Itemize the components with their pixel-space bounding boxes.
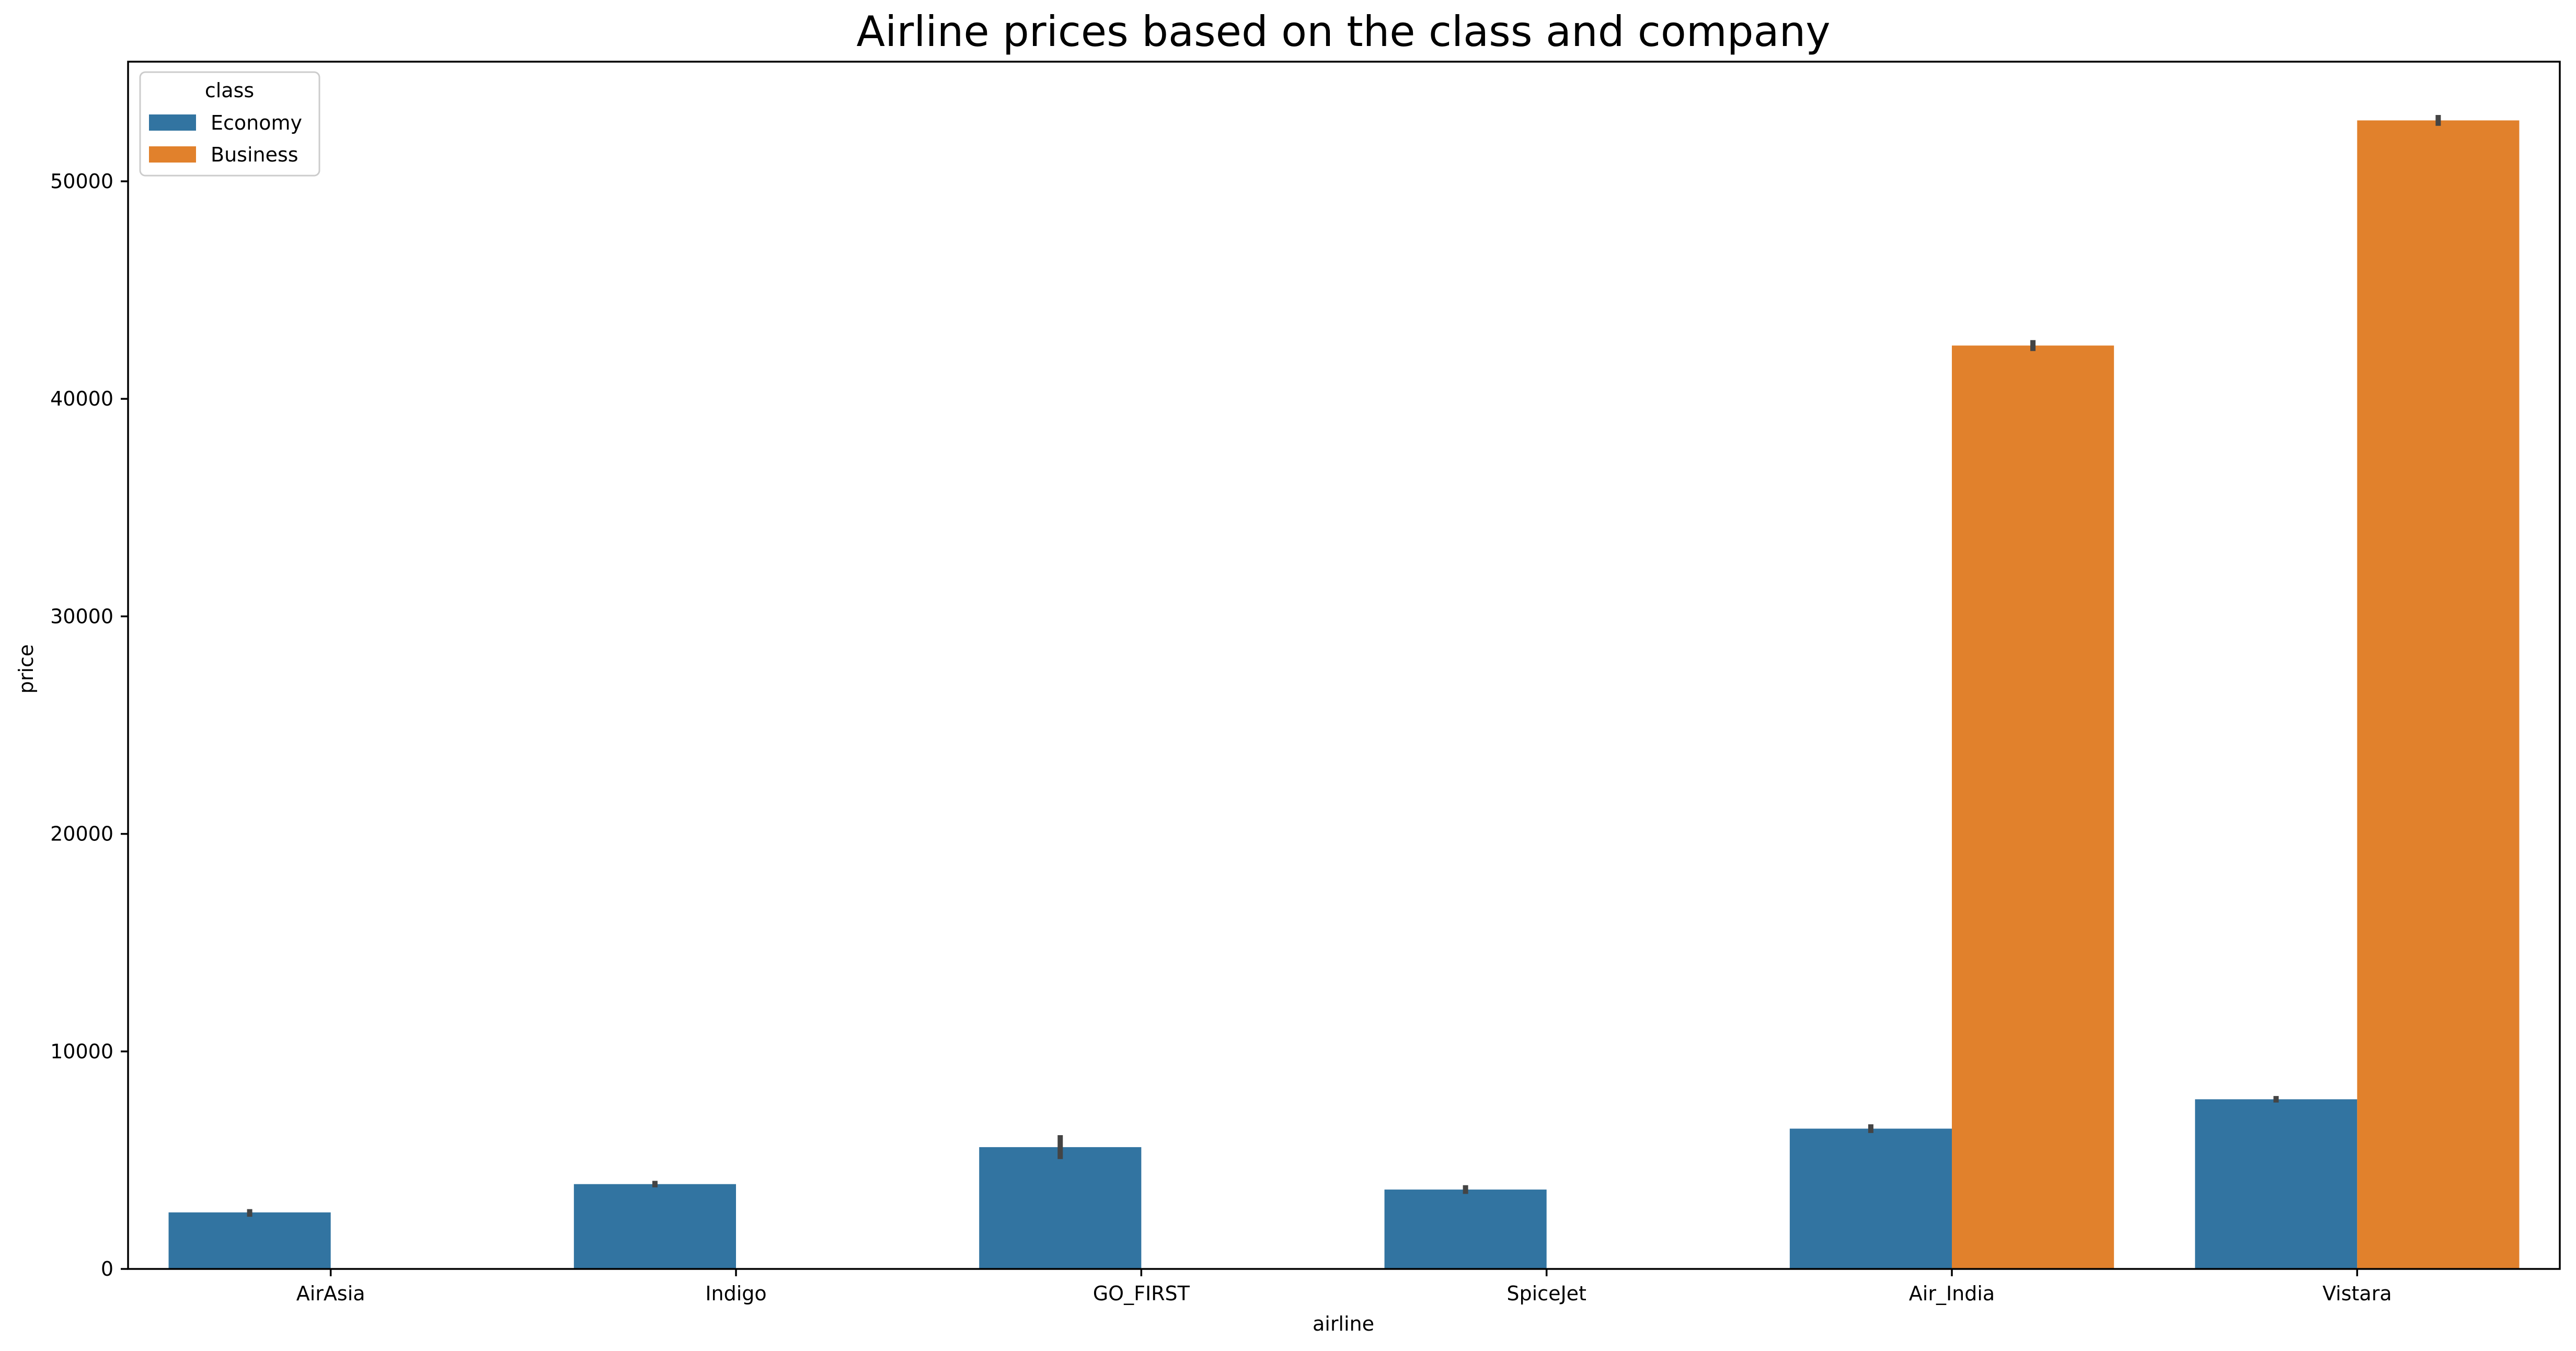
bars-layer [168,120,2520,1269]
y-tick-label: 0 [101,1257,113,1280]
y-tick-label: 10000 [50,1040,113,1063]
x-tick-label: AirAsia [296,1282,365,1305]
legend-label-economy: Economy [211,111,302,134]
legend-title: class [205,79,254,102]
x-tick-label: SpiceJet [1506,1282,1586,1305]
bar-economy-airasia [168,1212,331,1269]
legend: class Economy Business [139,71,320,177]
y-axis: 0 10000 20000 30000 40000 50000 [50,170,128,1280]
bar-economy-spicejet [1384,1190,1547,1269]
bar-business-vistara [2357,120,2520,1269]
error-bars-layer [247,114,2441,1217]
legend-label-business: Business [211,143,298,166]
y-tick-label: 50000 [50,170,113,193]
bar-economy-indigo [573,1184,736,1269]
chart-title: Airline prices based on the class and co… [856,7,1830,56]
x-tick-label: GO_FIRST [1093,1282,1190,1305]
legend-swatch-economy [149,114,196,131]
y-tick-label: 30000 [50,605,113,628]
x-axis: AirAsia Indigo GO_FIRST SpiceJet Air_India Vi… [296,1269,2392,1305]
x-tick-label: Vistara [2322,1282,2392,1305]
bar-business-air_india [1952,345,2114,1269]
x-tick-label: Air_India [1909,1282,1995,1305]
x-tick-label: Indigo [705,1282,766,1305]
bar-economy-vistara [2195,1099,2358,1269]
y-tick-label: 20000 [50,823,113,846]
y-tick-label: 40000 [50,387,113,410]
legend-swatch-business [149,146,196,163]
bar-economy-go_first [979,1147,1142,1269]
bar-economy-air_india [1789,1128,1952,1269]
x-axis-label: airline [1313,1312,1374,1335]
plot-frame [127,61,2561,1270]
y-axis-label: price [15,644,38,694]
